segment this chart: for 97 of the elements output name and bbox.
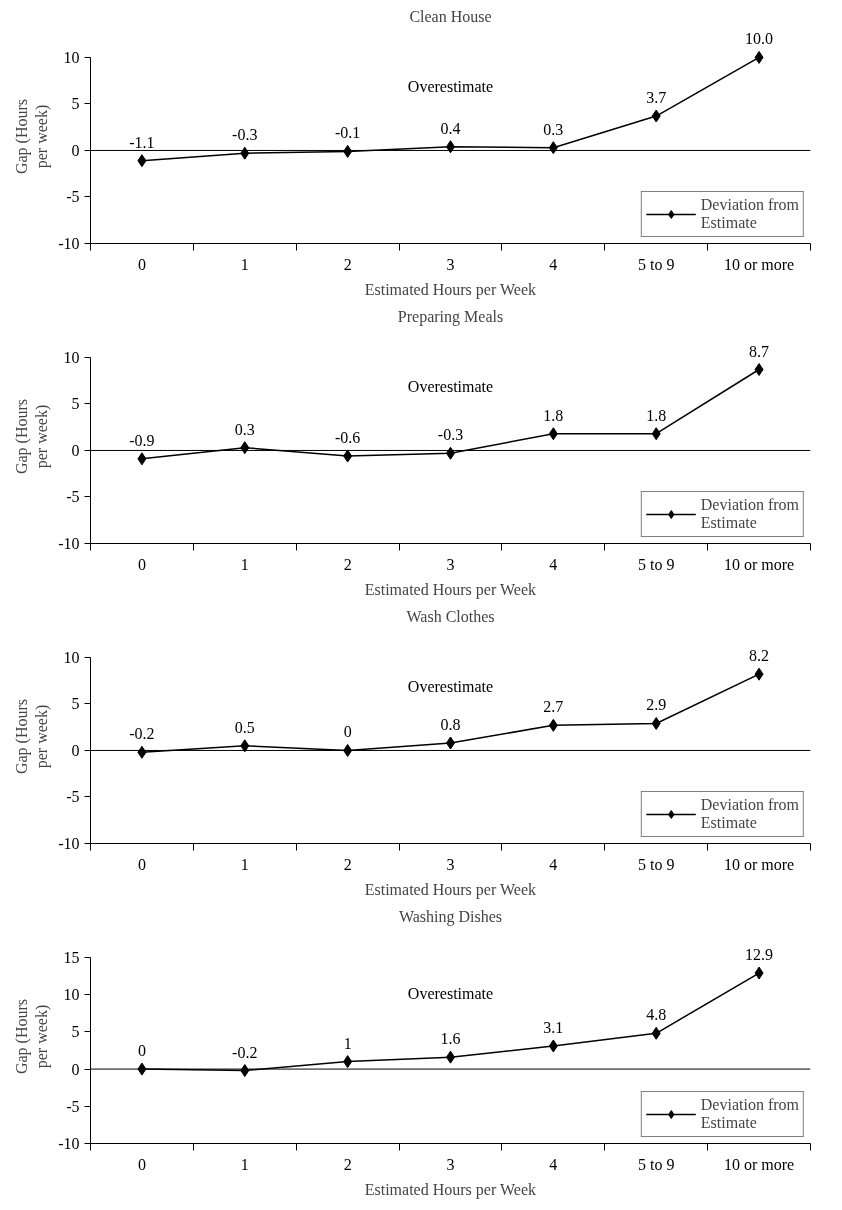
y-tick-label: 10 xyxy=(63,648,80,666)
legend-label: Deviation from Estimate xyxy=(700,796,799,832)
y-tick-label: 5 xyxy=(71,1023,80,1041)
x-tick-label: 4 xyxy=(549,855,558,873)
x-tick-label: 3 xyxy=(446,1155,455,1173)
y-tick-label: 10 xyxy=(63,986,80,1004)
chart-title: Washing Dishes xyxy=(398,907,503,926)
data-label: 8.7 xyxy=(749,342,770,360)
x-tick-label: 1 xyxy=(240,855,249,873)
y-tick-label: -10 xyxy=(58,1135,80,1152)
x-tick-label: 10 or more xyxy=(723,255,795,273)
y-tick-label: 0 xyxy=(71,141,80,159)
x-tick-label: 2 xyxy=(343,555,352,573)
text: 10.0 xyxy=(745,30,774,48)
data-label: 1.6 xyxy=(440,1030,461,1048)
x-tick-label: 4 xyxy=(549,555,558,573)
chart-title: Clean House xyxy=(409,7,492,25)
y-tick-label: 10 xyxy=(63,348,80,366)
x-tick-label: 2 xyxy=(343,855,352,873)
chart-title: Wash Clothes xyxy=(406,607,495,625)
x-tick-label: 2 xyxy=(343,255,352,273)
x-tick-label: 10 or more xyxy=(723,555,795,573)
data-label: 0 xyxy=(137,1042,146,1060)
x-tick-label: 10 or more xyxy=(723,855,795,873)
data-label: 12.9 xyxy=(745,946,774,964)
data-label: 0.8 xyxy=(440,716,461,734)
x-axis-title: Estimated Hours per Week xyxy=(364,880,536,899)
x-tick-label: 0 xyxy=(137,255,146,273)
data-label: 3.1 xyxy=(543,1018,564,1036)
y-tick-label: -10 xyxy=(58,235,80,252)
x-tick-label: 4 xyxy=(549,1155,558,1173)
y-axis-title: Gap (Hours per week) xyxy=(12,698,52,775)
x-tick-label: 3 xyxy=(446,855,455,873)
data-label: 0 xyxy=(343,723,352,741)
x-tick-label: 0 xyxy=(137,1155,146,1173)
y-tick-label: 0 xyxy=(71,1060,80,1078)
x-tick-label: 5 to 9 xyxy=(637,1155,675,1173)
data-label: 8.2 xyxy=(749,647,770,665)
data-label: -0.9 xyxy=(129,431,155,449)
y-axis-title: Gap (Hours per week) xyxy=(12,998,52,1075)
legend-label: Deviation from Estimate xyxy=(700,196,799,232)
y-tick-label: 15 xyxy=(63,948,80,966)
x-tick-label: 10 or more xyxy=(723,1155,795,1173)
y-tick-label: -5 xyxy=(66,488,80,506)
y-tick-label: 0 xyxy=(71,741,80,759)
text: -0.1 xyxy=(334,124,361,142)
x-tick-label: 0 xyxy=(137,855,146,873)
y-tick-label: 5 xyxy=(71,395,80,413)
data-label: 1.8 xyxy=(646,406,667,424)
x-axis-title: Estimated Hours per Week xyxy=(364,1180,536,1199)
y-axis-title: Gap (Hours per week) xyxy=(12,398,52,475)
data-label: 0.5 xyxy=(234,718,255,736)
y-tick-label: -5 xyxy=(66,188,80,206)
data-label: 1.8 xyxy=(543,406,564,424)
chart-title: Preparing Meals xyxy=(397,307,504,326)
x-tick-label: 5 to 9 xyxy=(637,555,675,573)
legend-label: Deviation from Estimate xyxy=(700,496,799,532)
data-label: 2.9 xyxy=(646,696,667,714)
x-axis-title: Estimated Hours per Week xyxy=(364,580,536,599)
y-tick-label: 5 xyxy=(71,695,80,713)
y-tick-label: 0 xyxy=(71,441,80,459)
text: 0.3 xyxy=(543,120,564,138)
x-tick-label: 1 xyxy=(240,1155,249,1173)
annotation: Overestimate xyxy=(407,985,494,1003)
text: 0.4 xyxy=(440,119,461,137)
x-axis-title: Estimated Hours per Week xyxy=(364,280,536,299)
y-tick-label: -10 xyxy=(58,535,80,552)
legend-label: Deviation from Estimate xyxy=(700,1096,799,1132)
x-tick-label: 1 xyxy=(240,555,249,573)
x-tick-label: 4 xyxy=(549,255,558,273)
y-tick-label: 5 xyxy=(71,95,80,113)
data-label: -0.2 xyxy=(129,725,155,743)
x-tick-label: 5 to 9 xyxy=(637,855,675,873)
data-label: 2.7 xyxy=(543,698,564,716)
annotation: Overestimate xyxy=(407,377,494,395)
text: 3.7 xyxy=(646,89,667,107)
y-tick-label: -5 xyxy=(66,1097,80,1115)
data-label: -0.6 xyxy=(334,429,361,447)
text: -0.3 xyxy=(232,126,258,144)
data-label: -0.3 xyxy=(437,426,464,444)
annotation: Overestimate xyxy=(407,677,494,695)
x-tick-label: 3 xyxy=(446,555,455,573)
x-tick-label: 2 xyxy=(343,1155,352,1173)
text: -1.1 xyxy=(129,133,155,151)
annotation: Overestimate xyxy=(407,77,494,95)
x-tick-label: 1 xyxy=(240,255,249,273)
y-tick-label: -10 xyxy=(58,835,80,852)
data-label: 1 xyxy=(343,1034,352,1052)
y-tick-label: -5 xyxy=(66,788,80,806)
x-tick-label: 5 to 9 xyxy=(637,255,675,273)
y-tick-label: 10 xyxy=(63,48,80,66)
x-tick-label: 0 xyxy=(137,555,146,573)
data-label: 4.8 xyxy=(646,1006,667,1024)
data-label: 0.3 xyxy=(234,420,255,438)
y-axis-title: Gap (Hours per week) xyxy=(12,98,52,175)
x-tick-label: 3 xyxy=(446,255,455,273)
data-label: -0.2 xyxy=(232,1043,258,1061)
